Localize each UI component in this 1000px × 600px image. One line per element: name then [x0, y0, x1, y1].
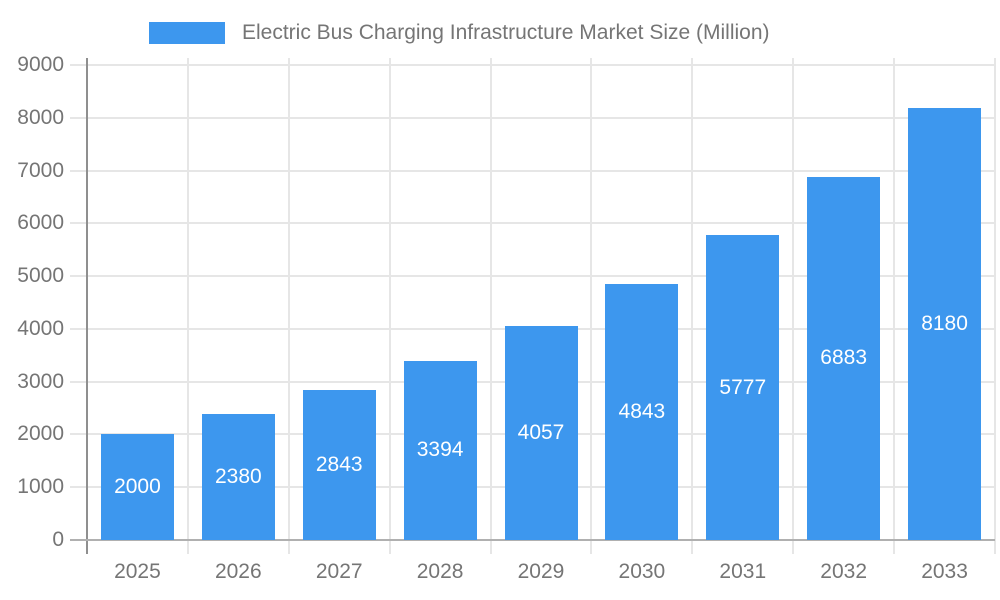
bar-value-label: 2843: [315, 452, 363, 476]
y-axis-tick-label: 2000: [17, 422, 64, 446]
y-axis-tick-label: 0: [52, 528, 64, 551]
bar[interactable]: 3394: [403, 360, 477, 540]
x-axis-tick-label: 2033: [921, 560, 968, 583]
bar[interactable]: 6883: [807, 176, 881, 540]
legend: Electric Bus Charging Infrastructure Mar…: [149, 21, 770, 44]
y-axis-tick-label: 3000: [17, 369, 64, 393]
bar[interactable]: 4843: [605, 284, 679, 540]
bar-value-label: 3394: [416, 438, 464, 462]
category-separator-line: [590, 58, 593, 554]
category-separator-line: [691, 58, 694, 554]
bar[interactable]: 2000: [100, 434, 174, 540]
x-axis-tick-label: 2028: [416, 560, 464, 583]
y-gridline: [70, 169, 995, 172]
y-gridline: [70, 275, 995, 278]
x-axis-tick-label: 2026: [214, 560, 262, 583]
bar[interactable]: 2380: [201, 414, 275, 540]
y-gridline: [70, 222, 995, 225]
y-axis-tick-label: 5000: [17, 264, 64, 288]
bar[interactable]: 8180: [908, 108, 982, 540]
bar-value-label: 2000: [114, 475, 161, 499]
category-separator-line: [792, 58, 795, 554]
category-separator-line: [186, 58, 189, 554]
y-axis-tick-label: 8000: [17, 105, 64, 129]
bar[interactable]: 4057: [504, 325, 578, 540]
x-axis-tick-label: 2032: [820, 560, 868, 583]
bar-value-label: 2380: [214, 465, 262, 489]
x-axis-tick-label: 2030: [618, 560, 666, 583]
category-separator-line: [287, 58, 290, 554]
y-axis-line: [86, 58, 88, 554]
x-axis-tick-label: 2029: [517, 560, 565, 583]
bar-value-label: 6883: [820, 346, 868, 370]
y-axis-tick-label: 1000: [17, 475, 64, 499]
legend-label: Electric Bus Charging Infrastructure Mar…: [242, 21, 770, 44]
y-gridline: [70, 116, 995, 119]
plot-area: 2000 2380 2843 3394 4057 4843 5777 6883 8180: [70, 58, 996, 554]
x-axis-tick-label: 2027: [315, 560, 363, 583]
bar-value-label: 5777: [719, 375, 767, 399]
bar[interactable]: 2843: [302, 389, 376, 540]
y-axis-tick-label: 6000: [17, 211, 64, 235]
bar-value-label: 8180: [921, 312, 968, 336]
bar-value-label: 4843: [618, 400, 666, 424]
y-gridline: [70, 64, 995, 66]
x-axis-tick-label: 2025: [114, 560, 161, 583]
category-separator-line: [994, 58, 996, 554]
bar[interactable]: 5777: [706, 235, 780, 540]
x-axis-tick-label: 2031: [719, 560, 767, 583]
y-axis-tick-label: 9000: [17, 53, 64, 76]
legend-swatch: [149, 22, 225, 44]
category-separator-line: [388, 58, 391, 554]
y-axis-tick-label: 4000: [17, 316, 64, 340]
category-separator-line: [893, 58, 896, 554]
bar-value-label: 4057: [517, 420, 565, 444]
x-axis-line: [70, 539, 995, 541]
y-axis-tick-label: 7000: [17, 158, 64, 182]
category-separator-line: [489, 58, 492, 554]
